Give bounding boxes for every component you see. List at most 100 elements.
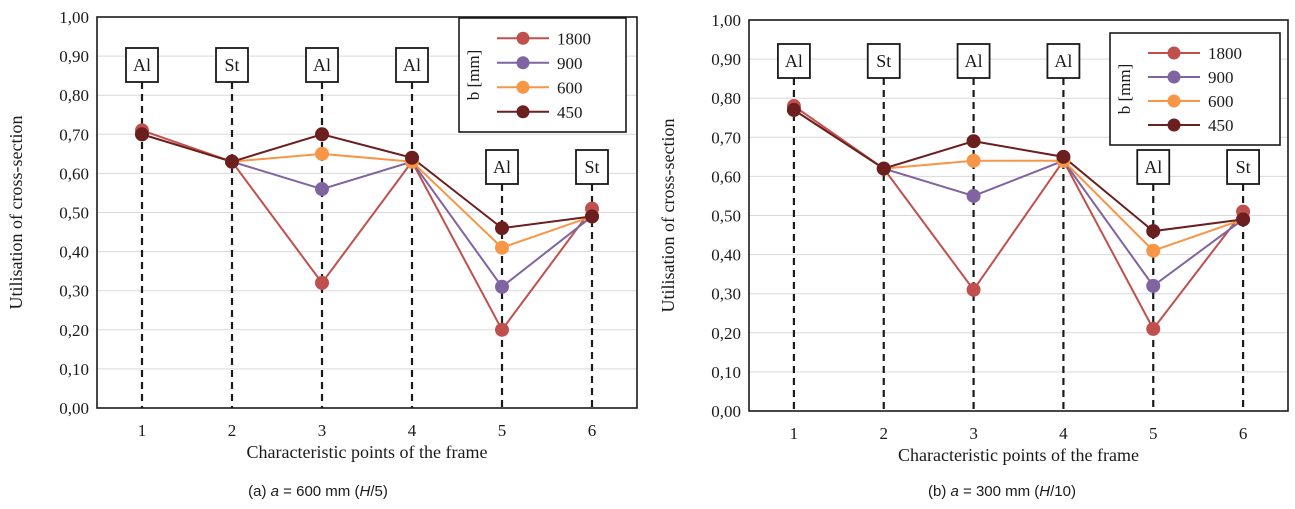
legend-label-450: 450 — [1208, 116, 1234, 135]
annotation-label: Al — [965, 51, 983, 71]
caption-part: (b) — [928, 483, 951, 500]
plot-area — [748, 19, 1289, 412]
annotation-label: St — [224, 55, 239, 75]
data-point-600 — [966, 153, 981, 168]
annotation-label: Al — [1144, 157, 1162, 177]
legend-box — [1109, 32, 1281, 146]
caption-part: a — [271, 483, 279, 500]
y-tick-label: 0,50 — [59, 204, 89, 223]
annotation-label: Al — [133, 55, 151, 75]
data-point-600 — [315, 146, 329, 161]
series-line-450 — [141, 133, 593, 230]
annotation-box — [125, 47, 159, 83]
data-point-450 — [1056, 149, 1071, 164]
series-line-600 — [141, 133, 593, 249]
y-tick-label: 0,80 — [711, 89, 741, 108]
y-tick-label: 0,30 — [711, 285, 741, 304]
legend-marker-1800 — [516, 31, 530, 45]
caption: (b) a = 300 mm (H/10) — [928, 483, 1076, 500]
legend-label-1800: 1800 — [1208, 44, 1242, 63]
annotation-box — [1046, 43, 1081, 79]
x-tick-label: 5 — [498, 421, 507, 440]
annotation-label: Al — [313, 55, 331, 75]
caption-part: (a) — [248, 483, 271, 500]
data-point-450 — [786, 102, 801, 117]
y-tick-label: 0,60 — [711, 167, 741, 186]
legend-marker-1800 — [1167, 46, 1181, 60]
data-point-600 — [1146, 243, 1161, 258]
caption-part: a — [951, 483, 959, 500]
data-point-900 — [966, 188, 981, 203]
chart-b: 0,00 0,10 0,20 0,30 0,40 0,50 0,60 0,70 0,80 0,90… — [658, 11, 1289, 500]
y-tick-label: 0,10 — [711, 363, 741, 382]
x-tick-label: 3 — [318, 421, 327, 440]
legend-marker-600 — [516, 80, 530, 94]
y-tick-label: 0,00 — [59, 399, 89, 418]
y-axis-title: Utilisation of cross-section — [6, 116, 26, 310]
data-point-450 — [495, 221, 509, 236]
y-tick-label: 0,50 — [711, 207, 741, 226]
annotation-box — [866, 43, 901, 79]
x-tick-label: 6 — [1239, 424, 1248, 443]
annotation-box — [215, 47, 249, 83]
caption-part: /5) — [370, 483, 388, 500]
data-point-1800 — [966, 282, 981, 297]
data-point-450 — [315, 127, 329, 142]
data-point-450 — [1146, 224, 1161, 239]
legend-title: b [mm] — [1115, 64, 1134, 115]
legend-label-900: 900 — [1208, 68, 1234, 87]
series-line-450 — [793, 109, 1244, 233]
data-point-450 — [876, 161, 891, 176]
data-point-450 — [225, 154, 239, 169]
x-tick-label: 2 — [880, 424, 889, 443]
data-point-900 — [1146, 278, 1161, 293]
annotation-label: St — [1236, 157, 1251, 177]
data-point-450 — [1236, 212, 1251, 227]
annotation-box — [956, 43, 991, 79]
plot-area — [96, 16, 638, 409]
annotation-box — [1226, 149, 1260, 185]
data-point-1800 — [1146, 321, 1161, 336]
annotation-label: Al — [1054, 51, 1072, 71]
annotation-label: Al — [403, 55, 421, 75]
annotation-label: St — [876, 51, 891, 71]
annotation-label: St — [584, 157, 599, 177]
legend-label-900: 900 — [557, 54, 583, 73]
y-tick-label: 0,20 — [59, 321, 89, 340]
x-tick-label: 5 — [1149, 424, 1158, 443]
data-point-600 — [495, 240, 509, 255]
annotation-label: Al — [493, 157, 511, 177]
data-point-1800 — [315, 275, 329, 290]
chart-a: 0,00 0,10 0,20 0,30 0,40 0,50 0,60 0,70 0,80 0,90… — [6, 8, 638, 500]
caption-part: H — [1039, 483, 1050, 500]
x-tick-label: 1 — [138, 421, 147, 440]
caption: (a) a = 600 mm (H/5) — [248, 483, 388, 500]
x-tick-label: 3 — [969, 424, 978, 443]
data-point-450 — [585, 209, 599, 224]
y-tick-label: 1,00 — [59, 8, 89, 27]
y-tick-label: 0,70 — [59, 125, 89, 144]
x-tick-label: 4 — [408, 421, 417, 440]
legend-marker-600 — [1167, 94, 1181, 108]
legend-marker-900 — [516, 56, 530, 70]
legend-title: b [mm] — [464, 50, 483, 101]
legend-label-600: 600 — [557, 78, 583, 97]
caption-part: = 300 mm ( — [959, 483, 1039, 500]
y-axis-title: Utilisation of cross-section — [658, 119, 678, 313]
series-line-1800 — [141, 129, 593, 332]
x-tick-label: 6 — [588, 421, 597, 440]
legend: b [mm] 1800 900 600 450 — [458, 17, 627, 133]
data-point-450 — [405, 150, 419, 165]
legend-label-1800: 1800 — [557, 29, 591, 48]
annotation-label: Al — [785, 51, 803, 71]
legend: b [mm] 1800 900 600 450 — [1109, 32, 1281, 146]
annotation-box — [777, 43, 811, 79]
y-tick-label: 0,90 — [711, 50, 741, 69]
data-point-450 — [966, 134, 981, 149]
y-tick-label: 0,40 — [59, 243, 89, 262]
legend-marker-900 — [1167, 70, 1181, 84]
annotation-box — [1136, 149, 1171, 185]
data-point-900 — [315, 182, 329, 197]
